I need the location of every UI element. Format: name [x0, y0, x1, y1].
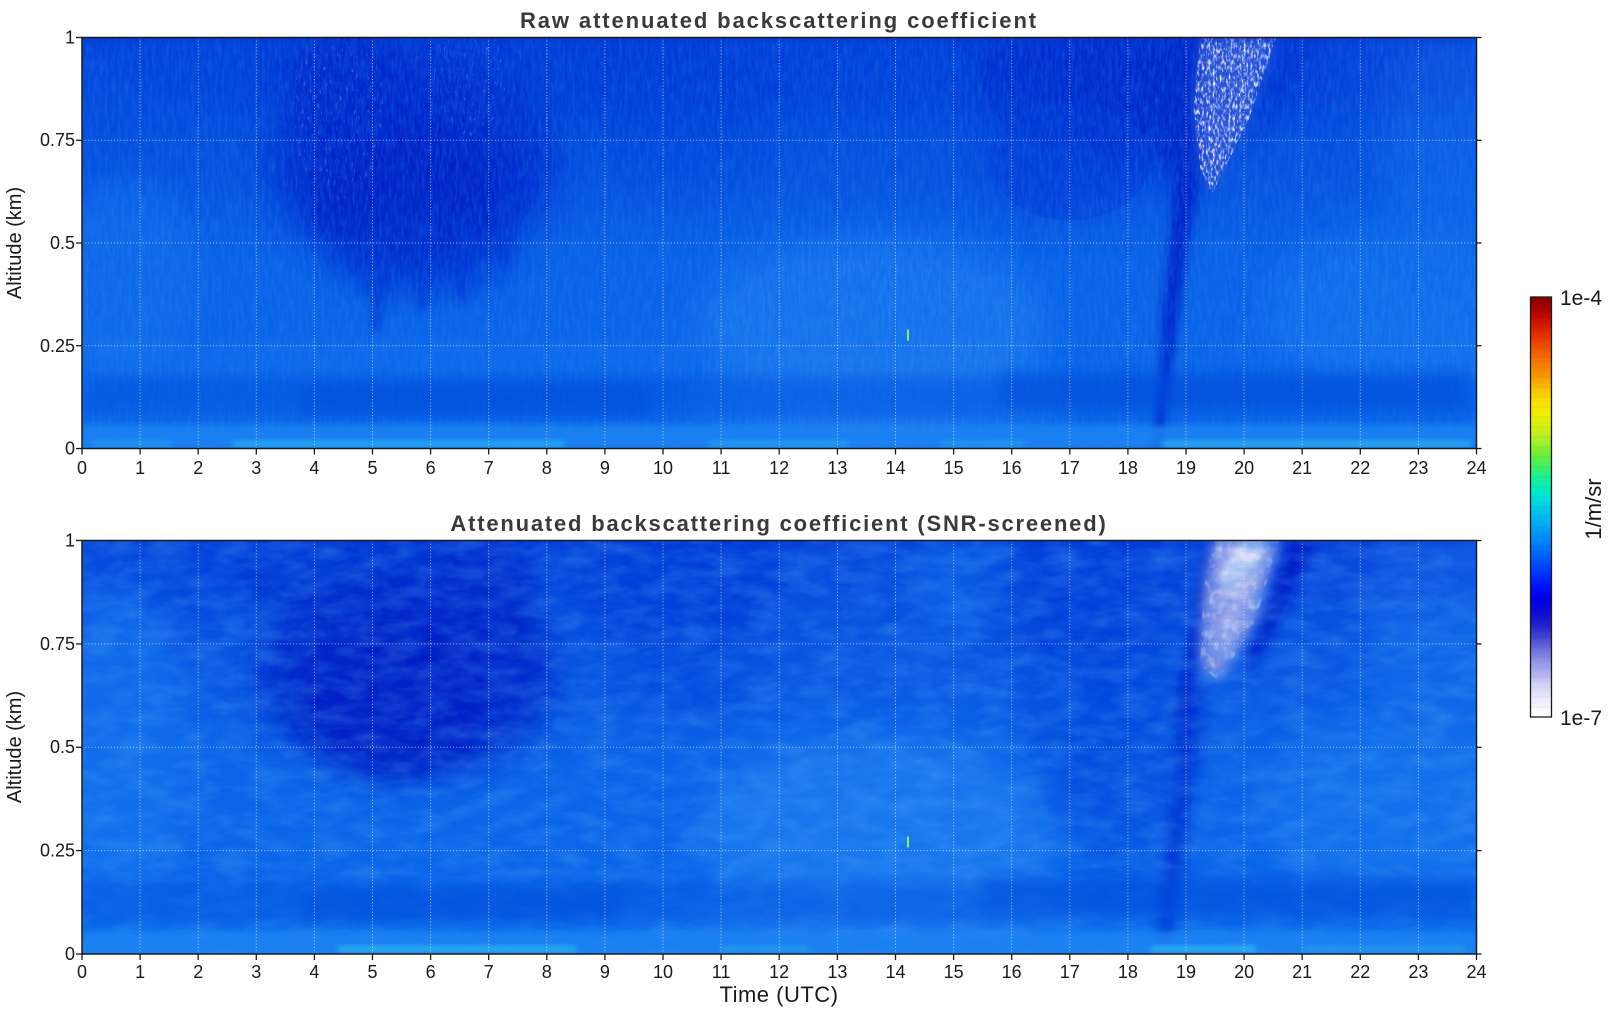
svg-text:18: 18: [1118, 458, 1138, 478]
svg-text:17: 17: [1060, 962, 1080, 982]
svg-text:0: 0: [65, 944, 75, 964]
svg-text:24: 24: [1466, 962, 1486, 982]
svg-text:0.25: 0.25: [40, 841, 75, 861]
svg-text:Altitude (km): Altitude (km): [4, 187, 26, 299]
svg-text:23: 23: [1408, 458, 1428, 478]
svg-text:1: 1: [65, 28, 75, 48]
svg-text:10: 10: [653, 962, 673, 982]
svg-text:6: 6: [426, 458, 436, 478]
svg-text:0.75: 0.75: [40, 130, 75, 150]
svg-text:0.25: 0.25: [40, 336, 75, 356]
svg-text:9: 9: [600, 458, 610, 478]
svg-text:19: 19: [1176, 458, 1196, 478]
svg-text:1: 1: [65, 531, 75, 551]
svg-text:1: 1: [135, 458, 145, 478]
svg-text:14: 14: [885, 458, 905, 478]
svg-text:0: 0: [77, 962, 87, 982]
svg-text:7: 7: [484, 458, 494, 478]
svg-text:20: 20: [1234, 962, 1254, 982]
svg-text:1e-7: 1e-7: [1560, 707, 1602, 730]
svg-text:17: 17: [1060, 458, 1080, 478]
svg-text:0.75: 0.75: [40, 634, 75, 654]
svg-text:11: 11: [712, 458, 731, 478]
svg-text:14: 14: [885, 962, 905, 982]
svg-text:Time (UTC): Time (UTC): [719, 982, 838, 1007]
svg-text:12: 12: [769, 458, 789, 478]
svg-text:0.5: 0.5: [50, 737, 75, 757]
svg-text:20: 20: [1234, 458, 1254, 478]
svg-text:13: 13: [827, 962, 847, 982]
svg-text:8: 8: [542, 458, 552, 478]
svg-text:4: 4: [309, 458, 319, 478]
svg-text:16: 16: [1002, 962, 1022, 982]
svg-text:8: 8: [542, 962, 552, 982]
svg-text:5: 5: [367, 962, 377, 982]
svg-text:9: 9: [600, 962, 610, 982]
svg-text:3: 3: [251, 962, 261, 982]
svg-text:1/m/sr: 1/m/sr: [1581, 478, 1606, 539]
svg-text:0: 0: [65, 439, 75, 459]
svg-text:3: 3: [251, 458, 261, 478]
svg-text:0.5: 0.5: [50, 233, 75, 253]
svg-text:12: 12: [769, 962, 789, 982]
svg-text:18: 18: [1118, 962, 1138, 982]
svg-text:10: 10: [653, 458, 673, 478]
svg-text:24: 24: [1466, 458, 1486, 478]
svg-text:19: 19: [1176, 962, 1196, 982]
svg-text:2: 2: [193, 458, 203, 478]
svg-text:21: 21: [1292, 458, 1312, 478]
svg-text:Attenuated backscattering coef: Attenuated backscattering coefficient (S…: [450, 511, 1107, 536]
svg-text:23: 23: [1408, 962, 1428, 982]
svg-text:16: 16: [1002, 458, 1022, 478]
svg-text:21: 21: [1292, 962, 1312, 982]
svg-text:1e-4: 1e-4: [1560, 287, 1602, 310]
svg-text:0: 0: [77, 458, 87, 478]
svg-text:Altitude (km): Altitude (km): [4, 691, 26, 803]
svg-text:15: 15: [944, 458, 964, 478]
svg-text:7: 7: [484, 962, 494, 982]
svg-text:15: 15: [944, 962, 964, 982]
svg-text:22: 22: [1350, 962, 1370, 982]
svg-text:22: 22: [1350, 458, 1370, 478]
svg-text:6: 6: [426, 962, 436, 982]
svg-text:2: 2: [193, 962, 203, 982]
svg-text:5: 5: [367, 458, 377, 478]
svg-text:11: 11: [712, 962, 731, 982]
svg-text:4: 4: [309, 962, 319, 982]
svg-text:13: 13: [827, 458, 847, 478]
svg-text:1: 1: [135, 962, 145, 982]
svg-text:Raw attenuated backscattering: Raw attenuated backscattering coefficien…: [520, 8, 1038, 33]
